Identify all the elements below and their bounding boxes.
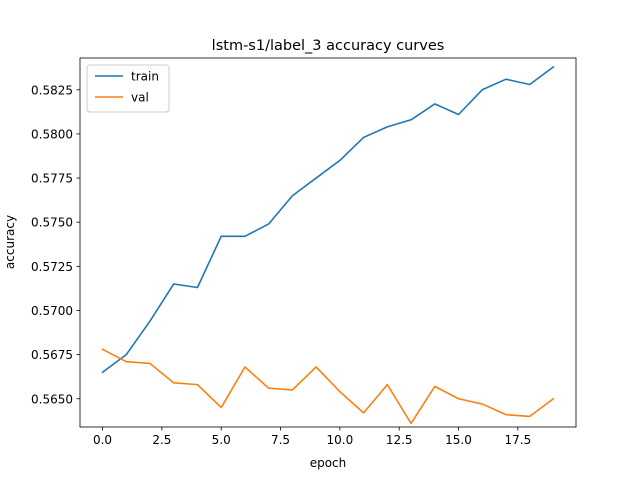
x-tick-label: 12.5 [386,433,413,447]
x-tick-label: 17.5 [504,433,531,447]
y-axis-label: accuracy [3,215,17,269]
y-tick-label: 0.5675 [31,348,73,362]
legend-label-val: val [131,91,149,105]
x-tick-label: 0.0 [93,433,112,447]
y-tick-label: 0.5775 [31,172,73,186]
x-tick-label: 10.0 [327,433,354,447]
x-tick-label: 7.5 [271,433,290,447]
axes-frame [79,57,577,428]
x-tick-label: 2.5 [152,433,171,447]
series-layer [101,65,555,425]
legend-label-train: train [131,70,159,84]
series-line-train [101,65,555,374]
x-tick-label: 5.0 [212,433,231,447]
x-axis-label: epoch [310,456,347,470]
series-line-val [101,348,555,425]
y-tick-label: 0.5650 [31,392,73,406]
legend: train val [86,64,170,113]
plot-area [79,57,577,428]
y-tick-label: 0.5825 [31,83,73,97]
x-tick-label: 15.0 [445,433,472,447]
x-axis-ticks: 0.0 2.5 5.0 7.5 10.0 12.5 15.0 17.5 [93,427,531,447]
y-tick-label: 0.5750 [31,216,73,230]
y-axis-ticks: 0.5650 0.5675 0.5700 0.5725 0.5750 0.5775 0.58… [31,83,80,406]
y-tick-label: 0.5800 [31,127,73,141]
y-tick-label: 0.5700 [31,304,73,318]
chart-title: lstm-s1/label_3 accuracy curves [212,38,445,54]
y-tick-label: 0.5725 [31,260,73,274]
